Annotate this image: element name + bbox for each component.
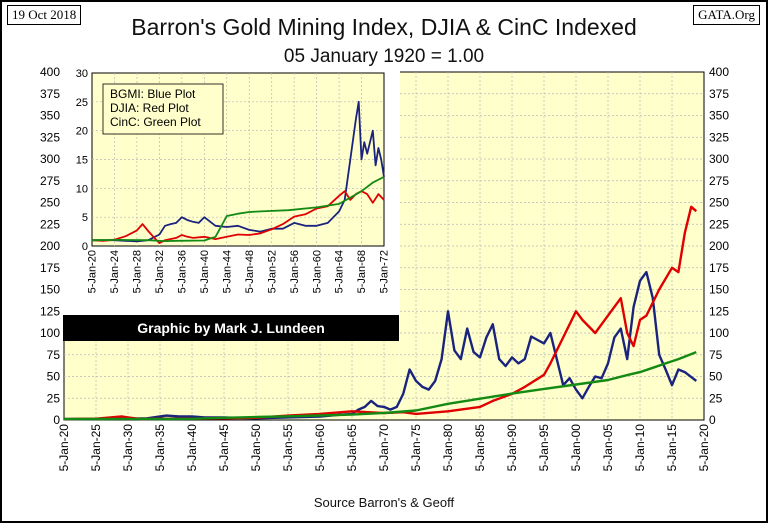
- inset-x-tick-label: 5-Jan-60: [311, 250, 323, 293]
- date-label: 19 Oct 2018: [7, 5, 82, 25]
- main-x-tick-label: 5-Jan-30: [121, 424, 135, 472]
- main-y-tick-label-right: 75: [709, 348, 723, 362]
- main-y-tick-label-right: 300: [709, 152, 729, 166]
- main-y-tick-label-right: 25: [709, 391, 723, 405]
- main-x-tick-label: 5-Jan-00: [569, 424, 583, 472]
- main-x-tick-label: 5-Jan-20: [697, 424, 711, 472]
- main-y-tick-label-left: 75: [47, 348, 61, 362]
- inset-x-tick-label: 5-Jan-40: [199, 250, 211, 293]
- main-y-tick-label-left: 25: [47, 391, 61, 405]
- inset-x-tick-label: 5-Jan-44: [221, 250, 233, 293]
- main-y-tick-label-right: 0: [709, 413, 716, 427]
- inset-x-tick-label: 5-Jan-32: [154, 250, 166, 293]
- inset-y-tick-label-left: 10: [76, 183, 88, 195]
- main-y-tick-label-left: 100: [40, 326, 60, 340]
- main-y-tick-label-left: 300: [40, 152, 60, 166]
- brand-label: GATA.Org: [693, 5, 760, 25]
- main-x-tick-label: 5-Jan-80: [441, 424, 455, 472]
- inset-series-line-1: [91, 190, 385, 245]
- main-x-tick-label: 5-Jan-10: [633, 424, 647, 472]
- inset-y-tick-label-left: 5: [82, 212, 88, 224]
- main-series-line-2: [63, 350, 697, 421]
- inset-x-tick-label: 5-Jan-56: [289, 250, 301, 293]
- main-y-tick-label-left: 325: [40, 130, 60, 144]
- main-x-tick-label: 5-Jan-70: [377, 424, 391, 472]
- main-y-tick-label-left: 50: [47, 370, 61, 384]
- main-y-tick-label-left: 375: [40, 87, 60, 101]
- main-x-tick-label: 5-Jan-75: [409, 424, 423, 472]
- credit-banner-bg: [63, 315, 399, 341]
- inset-legend-entry: DJIA: Red Plot: [110, 101, 189, 115]
- inset-x-tick-label: 5-Jan-48: [244, 250, 256, 293]
- main-x-tick-label: 5-Jan-65: [345, 424, 359, 472]
- inset-legend-entry: CinC: Green Plot: [110, 115, 201, 129]
- inset-x-tick-label: 5-Jan-68: [356, 250, 368, 293]
- chart-title: Barron's Gold Mining Index, DJIA & CinC …: [131, 14, 637, 40]
- main-x-tick-label: 5-Jan-90: [505, 424, 519, 472]
- inset-y-tick-label-left: 25: [76, 97, 88, 109]
- main-y-tick-label-left: 275: [40, 174, 60, 188]
- inset-x-tick-label: 5-Jan-28: [132, 250, 144, 293]
- main-x-tick-label: 5-Jan-35: [153, 424, 167, 472]
- main-y-tick-label-right: 250: [709, 196, 729, 210]
- main-y-tick-label-left: 175: [40, 261, 60, 275]
- inset-x-tick-label: 5-Jan-20: [87, 250, 99, 293]
- main-y-tick-label-right: 150: [709, 283, 729, 297]
- main-x-tick-label: 5-Jan-40: [185, 424, 199, 472]
- inset-y-tick-label-left: 15: [76, 155, 88, 167]
- main-x-tick-label: 5-Jan-50: [249, 424, 263, 472]
- main-y-tick-label-right: 225: [709, 217, 729, 231]
- main-y-tick-label-left: 0: [53, 413, 60, 427]
- credit-text: Graphic by Mark J. Lundeen: [137, 320, 325, 336]
- main-x-tick-label: 5-Jan-45: [217, 424, 231, 472]
- inset-x-tick-label: 5-Jan-52: [266, 250, 278, 293]
- main-y-tick-label-right: 275: [709, 174, 729, 188]
- main-y-tick-label-left: 400: [40, 65, 60, 79]
- chart-subtitle: 05 January 1920 = 1.00: [283, 46, 485, 67]
- main-y-tick-label-right: 350: [709, 109, 729, 123]
- main-x-tick-label: 5-Jan-05: [601, 424, 615, 472]
- main-y-tick-label-left: 225: [40, 217, 60, 231]
- main-y-tick-label-right: 325: [709, 130, 729, 144]
- main-y-tick-label-right: 400: [709, 65, 729, 79]
- main-y-tick-label-right: 375: [709, 87, 729, 101]
- inset-x-tick-label: 5-Jan-24: [109, 250, 121, 293]
- inset-legend-entry: BGMI: Blue Plot: [110, 87, 196, 101]
- main-y-tick-label-left: 350: [40, 109, 60, 123]
- main-y-tick-label-left: 150: [40, 283, 60, 297]
- main-y-tick-label-right: 125: [709, 304, 729, 318]
- source-note: Source Barron's & Geoff: [313, 495, 455, 510]
- inset-y-tick-label-left: 0: [82, 241, 88, 253]
- main-x-tick-label: 5-Jan-95: [537, 424, 551, 472]
- main-y-tick-label-left: 250: [40, 196, 60, 210]
- main-y-tick-label-left: 200: [40, 239, 60, 253]
- main-x-tick-label: 5-Jan-15: [665, 424, 679, 472]
- inset-x-tick-label: 5-Jan-36: [177, 250, 189, 293]
- main-x-tick-label: 5-Jan-60: [313, 424, 327, 472]
- inset-series-line-2: [91, 176, 385, 243]
- main-x-tick-label: 5-Jan-55: [281, 424, 295, 472]
- inset-x-tick-label: 5-Jan-64: [334, 250, 346, 293]
- main-y-tick-label-left: 125: [40, 304, 60, 318]
- main-y-tick-label-right: 200: [709, 239, 729, 253]
- inset-x-tick-label: 5-Jan-72: [379, 250, 391, 293]
- main-y-tick-label-right: 175: [709, 261, 729, 275]
- main-x-tick-label: 5-Jan-25: [89, 424, 103, 472]
- inset-y-tick-label-left: 20: [76, 126, 88, 138]
- main-y-tick-label-right: 100: [709, 326, 729, 340]
- main-x-tick-label: 5-Jan-85: [473, 424, 487, 472]
- inset-y-tick-label-left: 30: [76, 68, 88, 80]
- main-x-tick-label: 5-Jan-20: [57, 424, 71, 472]
- main-y-tick-label-right: 50: [709, 370, 723, 384]
- inset-legend-box: [102, 83, 224, 135]
